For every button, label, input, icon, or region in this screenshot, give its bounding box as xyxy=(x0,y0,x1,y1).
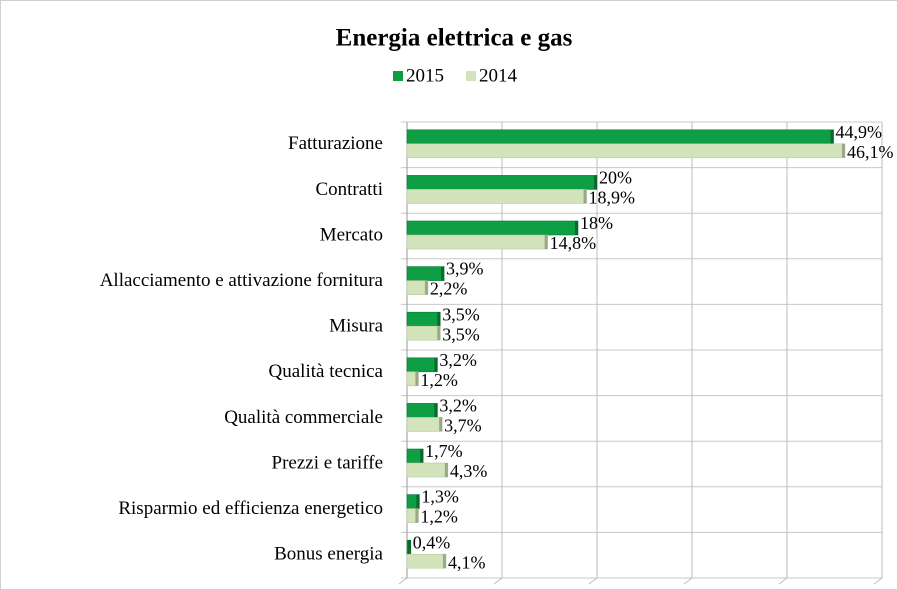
legend-label: 2014 xyxy=(479,65,518,86)
legend-swatch xyxy=(393,71,403,81)
data-label: 46,1% xyxy=(847,142,894,162)
bar-end xyxy=(420,449,424,463)
bar-end xyxy=(424,280,428,295)
data-label: 14,8% xyxy=(550,233,597,253)
grid-line-floor xyxy=(873,577,883,585)
chart-title: Energia elettrica e gas xyxy=(336,25,573,52)
data-label: 44,9% xyxy=(836,122,883,142)
bar xyxy=(406,234,548,250)
y-tick-label: Contratti xyxy=(315,179,383,200)
bar xyxy=(406,462,449,478)
bar-end xyxy=(544,235,548,249)
bar xyxy=(406,417,443,432)
bar xyxy=(406,325,441,341)
y-tick-label: Qualità commerciale xyxy=(224,407,383,428)
y-tick-label: Allacciamento e attivazione fornitura xyxy=(100,270,384,291)
bar xyxy=(406,280,429,295)
bar-end xyxy=(830,129,834,144)
bar-end xyxy=(437,326,441,341)
bar-end xyxy=(583,189,587,204)
bar-end xyxy=(439,417,443,432)
bar xyxy=(406,189,587,204)
bar-end xyxy=(434,357,438,372)
data-label: 1,2% xyxy=(420,507,458,527)
data-label: 3,5% xyxy=(442,324,480,344)
grid-line-floor xyxy=(778,577,788,585)
data-label: 3,2% xyxy=(439,396,477,416)
bar-end xyxy=(407,540,411,555)
data-label: 3,5% xyxy=(442,304,480,324)
data-label: 2,2% xyxy=(430,279,468,299)
bar-end xyxy=(594,175,597,190)
data-label: 1,2% xyxy=(420,370,458,390)
bar-end xyxy=(415,508,419,523)
data-label: 3,2% xyxy=(439,350,477,370)
legend-label: 2015 xyxy=(406,65,444,86)
y-tick-label: Misura xyxy=(329,316,383,337)
bar-end xyxy=(841,143,845,158)
data-label: 1,3% xyxy=(421,487,459,507)
data-label: 20% xyxy=(599,168,632,188)
bar-end xyxy=(442,554,446,569)
y-tick-label: Qualità tecnica xyxy=(269,361,384,382)
bar xyxy=(406,403,438,418)
bar xyxy=(406,175,598,190)
bar-end xyxy=(575,221,578,235)
bar-end xyxy=(444,463,448,477)
data-label: 18% xyxy=(580,213,613,233)
bar-end xyxy=(415,371,419,386)
grid-line-floor xyxy=(398,577,408,585)
y-tick-label: Risparmio ed efficienza energetico xyxy=(118,498,383,519)
data-label: 3,7% xyxy=(444,416,482,436)
y-tick-label: Fatturazione xyxy=(288,133,383,154)
grid-line-floor xyxy=(493,577,503,585)
bar-end xyxy=(434,403,438,418)
grid-line-floor xyxy=(683,577,693,585)
bar-end xyxy=(437,312,441,327)
bar xyxy=(406,129,834,145)
bar xyxy=(406,143,846,159)
data-label: 1,7% xyxy=(425,441,463,461)
bar-end xyxy=(416,494,420,509)
bar-end xyxy=(441,266,445,281)
bar xyxy=(406,311,441,327)
legend-swatch xyxy=(466,71,476,81)
data-label: 4,3% xyxy=(450,461,488,481)
data-label: 18,9% xyxy=(589,188,636,208)
data-label: 3,9% xyxy=(446,259,484,279)
y-tick-label: Prezzi e tariffe xyxy=(272,452,383,473)
y-tick-label: Mercato xyxy=(320,224,383,245)
y-tick-label: Bonus energia xyxy=(274,544,383,565)
grid-line-floor xyxy=(588,577,598,585)
data-label: 4,1% xyxy=(448,552,486,572)
bar xyxy=(406,553,447,569)
data-label: 0,4% xyxy=(413,532,451,552)
